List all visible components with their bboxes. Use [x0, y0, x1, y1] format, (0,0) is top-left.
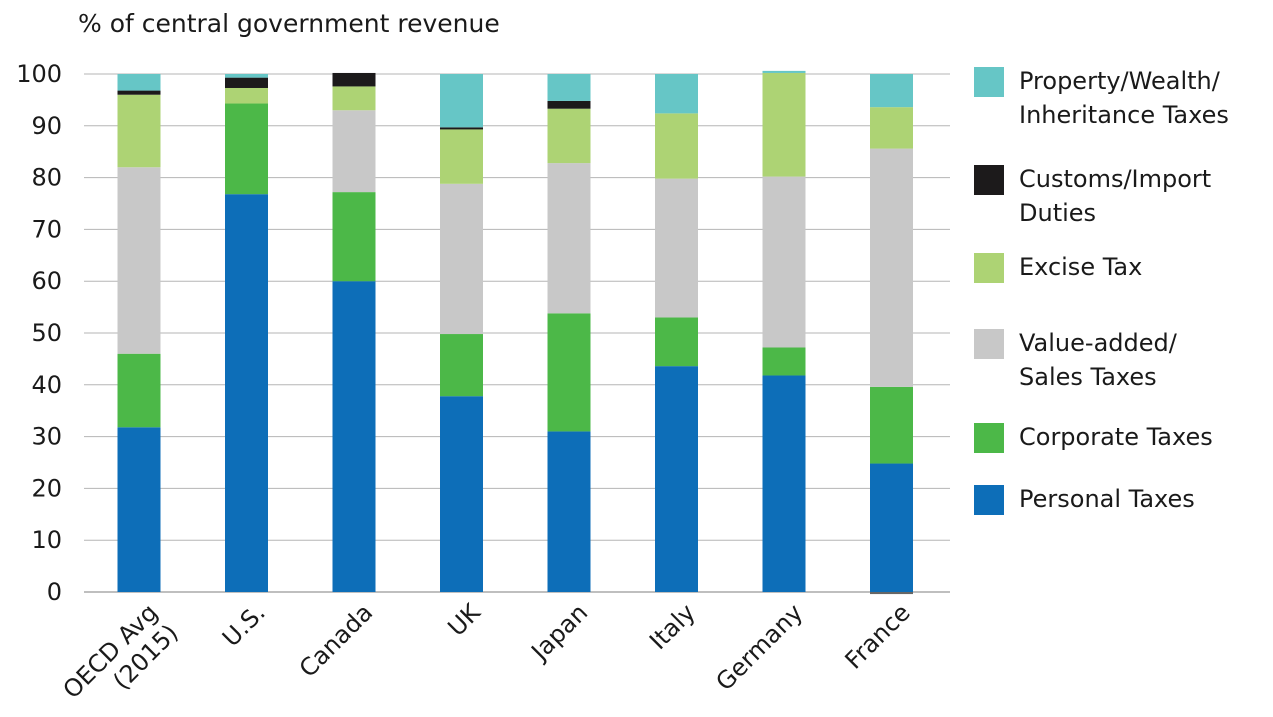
legend-item: Excise Tax [974, 250, 1142, 284]
bar-segment [548, 109, 591, 163]
gridlines [84, 74, 950, 592]
legend-item: Value-added/ Sales Taxes [974, 326, 1177, 394]
bar-segment [225, 74, 268, 78]
bar-segment [333, 86, 376, 110]
legend-item: Property/Wealth/ Inheritance Taxes [974, 64, 1229, 132]
x-tick-label: U.S. [217, 598, 271, 652]
y-tick-label: 20 [31, 474, 62, 502]
bar-segment [655, 113, 698, 178]
y-tick-label: 40 [31, 371, 62, 399]
bar-segment [548, 101, 591, 109]
x-tick-label: OECD Avg(2015) [58, 598, 184, 717]
bar-segment [225, 88, 268, 104]
y-tick-label: 10 [31, 526, 62, 554]
bar-segment [548, 313, 591, 431]
legend-swatch [974, 165, 1004, 195]
legend-swatch [974, 329, 1004, 359]
bar-segment [655, 317, 698, 366]
y-tick-label: 50 [31, 319, 62, 347]
bars [118, 71, 914, 594]
bar-segment [655, 74, 698, 113]
x-tick-label: UK [442, 598, 486, 642]
bar-segment [440, 396, 483, 592]
bar-segment [548, 74, 591, 101]
bar-segment [655, 366, 698, 592]
bar-segment [763, 375, 806, 592]
legend-label: Personal Taxes [1019, 482, 1195, 516]
bar-segment [225, 78, 268, 88]
legend-label: Customs/Import Duties [1019, 162, 1211, 230]
y-tick-label: 60 [31, 267, 62, 295]
y-tick-label: 30 [31, 423, 62, 451]
bar-segment [118, 74, 161, 91]
bar-segment [440, 184, 483, 334]
legend-swatch [974, 423, 1004, 453]
y-tick-label: 80 [31, 164, 62, 192]
bar-segment [333, 192, 376, 281]
bar-segment [440, 127, 483, 129]
legend-label: Value-added/ Sales Taxes [1019, 326, 1177, 394]
x-tick-label: Japan [525, 598, 594, 667]
bar-segment [333, 281, 376, 592]
x-tick-label: Germany [710, 598, 808, 696]
y-tick-label: 90 [31, 112, 62, 140]
bar-segment [440, 334, 483, 396]
legend-label: Property/Wealth/ Inheritance Taxes [1019, 64, 1229, 132]
legend-item: Corporate Taxes [974, 420, 1213, 454]
legend-item: Personal Taxes [974, 482, 1195, 516]
bar-segment [870, 74, 913, 107]
legend-swatch [974, 253, 1004, 283]
bar-segment [763, 177, 806, 348]
bar-segment [333, 110, 376, 192]
legend-item: Customs/Import Duties [974, 162, 1211, 230]
x-tick-labels: OECD Avg(2015) U.S. Canada UK Japan Italy Germ… [58, 598, 916, 717]
y-axis-label: % of central government revenue [78, 9, 500, 38]
bar-segment [763, 71, 806, 73]
bar-segment [548, 163, 591, 313]
bar-segment [118, 167, 161, 353]
legend-label: Corporate Taxes [1019, 420, 1213, 454]
bar-segment [118, 91, 161, 95]
bar-segment [870, 107, 913, 148]
legend-label: Excise Tax [1019, 250, 1142, 284]
bar-segment [763, 348, 806, 376]
y-tick-label: 100 [16, 60, 62, 88]
bar-segment [763, 73, 806, 177]
x-tick-label: Canada [294, 598, 378, 682]
x-tick-label: France [840, 598, 916, 674]
y-tick-label: 0 [47, 578, 62, 606]
bar-segment [870, 387, 913, 464]
bar-segment [118, 354, 161, 428]
bar-segment [118, 95, 161, 168]
legend-swatch [974, 485, 1004, 515]
bar-segment [333, 73, 376, 86]
bar-segment [655, 179, 698, 318]
y-tick-label: 70 [31, 215, 62, 243]
y-tick-labels: 0 10 20 30 40 50 60 70 80 90 100 [16, 60, 62, 606]
bar-segment [440, 74, 483, 127]
legend-swatch [974, 67, 1004, 97]
bar-segment [548, 431, 591, 592]
bar-segment [870, 464, 913, 592]
bar-segment [118, 427, 161, 592]
x-tick-label: Italy [644, 598, 701, 655]
bar-segment-negative [870, 592, 913, 594]
bar-segment [225, 104, 268, 195]
bar-segment [870, 149, 913, 387]
bar-segment [440, 129, 483, 183]
bar-segment [225, 194, 268, 592]
